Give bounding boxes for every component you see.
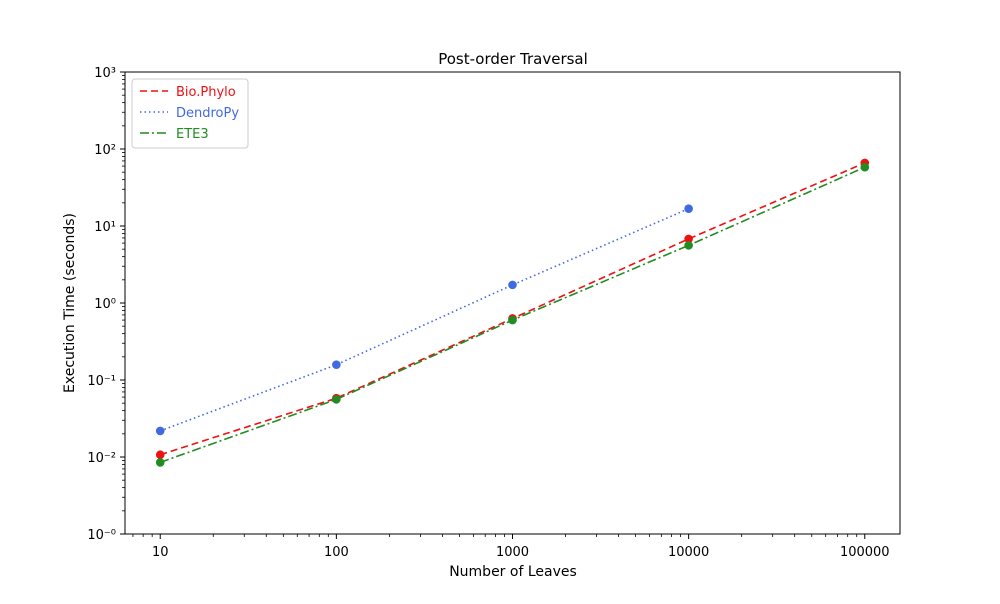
series-line-dendropy — [159, 207, 689, 432]
data-point-ete3 — [508, 315, 517, 325]
x-tick-label: 100 — [324, 545, 349, 560]
data-point-ete3 — [684, 241, 693, 250]
y-tick-label: 10⁰ — [94, 297, 116, 312]
x-axis-label: Number of Leaves — [449, 564, 577, 580]
data-point-dendropy — [684, 204, 693, 213]
data-point-dendropy — [508, 280, 517, 290]
data-point-dendropy — [332, 360, 341, 370]
data-point-ete3 — [860, 162, 870, 172]
y-tick-label: 10⁻² — [87, 451, 116, 466]
y-axis-label: Execution Time (seconds) — [62, 213, 78, 393]
y-tick-label: 10³ — [94, 66, 116, 81]
plot-area: 10⁻⁰ 10⁻² 10⁻¹ 10⁰ 10¹ 10² 10³ 10 100 1000 10000 10… — [87, 66, 901, 560]
data-point-bio-phylo — [684, 234, 693, 244]
x-tick-label: 10000 — [668, 545, 709, 560]
data-point-bio-phylo — [155, 450, 165, 460]
data-point-ete3 — [155, 458, 165, 467]
chart-title: Post-order Traversal — [438, 50, 588, 68]
x-tick-label: 100000 — [840, 545, 890, 560]
y-tick-label: 10² — [94, 143, 116, 158]
data-point-ete3 — [332, 395, 341, 404]
y-tick-label: 10¹ — [94, 220, 116, 235]
legend-box — [131, 78, 249, 149]
data-point-dendropy — [155, 426, 165, 436]
x-tick-label: 1000 — [496, 545, 529, 560]
legend-label-bio-phylo: Bio.Phylo — [176, 85, 236, 100]
y-tick-label: 10⁻⁰ — [87, 528, 116, 543]
x-tick-label: 10 — [152, 545, 169, 560]
y-tick-label: 10⁻¹ — [87, 374, 116, 389]
legend-label-ete3: ETE3 — [176, 127, 209, 142]
series-line-bio-phylo — [159, 162, 866, 456]
legend-label-dendropy: DendroPy — [176, 106, 239, 121]
